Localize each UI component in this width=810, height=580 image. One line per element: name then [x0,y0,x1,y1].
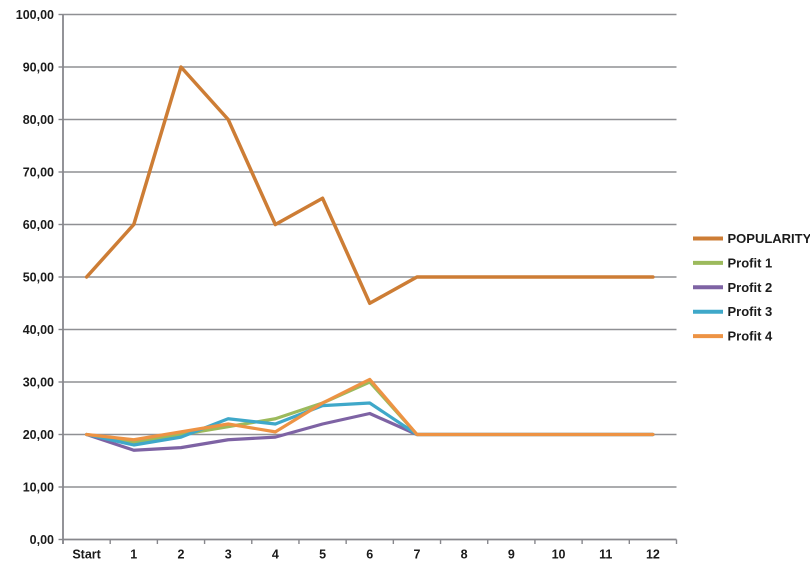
x-axis-category-label: 11 [599,548,612,562]
series-line-profit-3 [87,403,653,445]
series-line-popularity [87,67,653,303]
y-axis-tick-label: 90,00 [23,61,54,75]
x-axis-category-label: 5 [319,548,326,562]
x-axis-category-label: 4 [272,548,279,562]
x-axis-category-label: 1 [130,548,137,562]
legend-label: Profit 1 [728,255,773,270]
y-axis-tick-label: 30,00 [23,376,54,390]
x-axis-category-label: 12 [646,548,660,562]
y-axis-tick-label: 100,00 [16,8,54,22]
y-axis-tick-label: 10,00 [23,481,54,495]
x-axis-category-label: 9 [508,548,515,562]
y-axis-tick-label: 60,00 [23,218,54,232]
series-line-profit-4 [87,379,653,439]
legend-label: Profit 2 [728,280,773,295]
legend-label: Profit 3 [728,304,773,319]
y-axis-tick-label: 50,00 [23,271,54,285]
y-axis-tick-label: 0,00 [30,533,54,547]
y-axis-tick-label: 40,00 [23,323,54,337]
legend-label: POPULARITY [728,231,810,246]
x-axis-category-label: 8 [461,548,468,562]
x-axis-category-label: 7 [413,548,420,562]
y-axis-tick-label: 80,00 [23,113,54,127]
x-axis-category-label: 10 [552,548,566,562]
legend-label: Profit 4 [728,329,774,344]
x-axis-category-label: Start [72,548,101,562]
y-axis-tick-label: 70,00 [23,166,54,180]
y-axis-tick-label: 20,00 [23,428,54,442]
x-axis-category-label: 6 [366,548,373,562]
x-axis-category-label: 2 [178,548,185,562]
x-axis-category-label: 3 [225,548,232,562]
